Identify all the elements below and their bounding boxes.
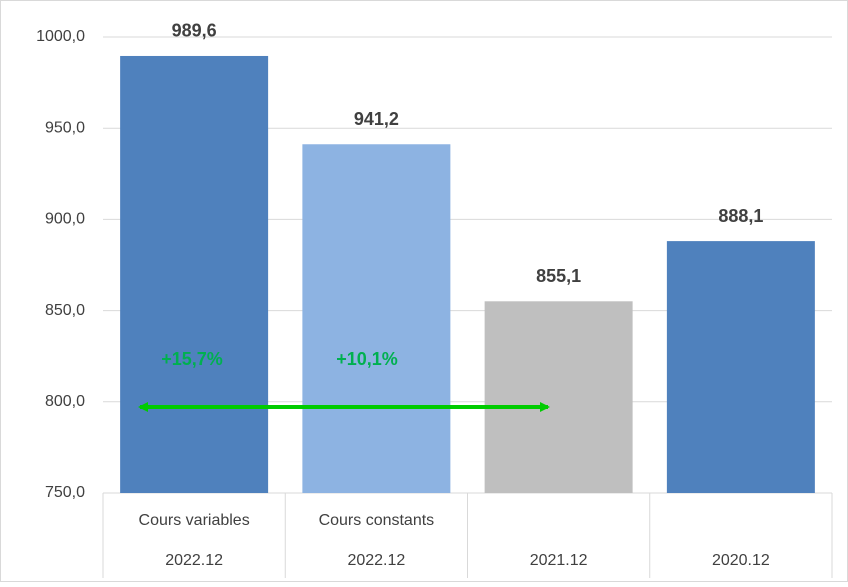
bar [666,241,815,493]
annotation: +15,7% [161,349,223,369]
labels: 750,0 800,0 850,0 900,0 950,0 1000,0 989,6 Cour… [36,21,770,570]
x-tick-label: 2022.12 [347,552,405,569]
bar [302,144,451,493]
value-label: 941,2 [354,109,399,129]
x-tick-label: 2020.12 [712,552,770,569]
value-label: 855,1 [536,266,581,286]
value-label: 888,1 [718,206,763,226]
bar [484,301,633,493]
y-tick-label: 950,0 [45,119,85,136]
annotation: +10,1% [336,349,398,369]
y-tick-label: 850,0 [45,302,85,319]
category-group-label: Cours variables [139,512,250,529]
bars [120,55,815,493]
y-tick-label: 750,0 [45,484,85,501]
category-group-label: Cours constants [319,512,435,529]
x-tick-label: 2021.12 [530,552,588,569]
x-tick-label: 2022.12 [165,552,223,569]
y-tick-label: 800,0 [45,393,85,410]
y-tick-label: 900,0 [45,211,85,228]
value-label: 989,6 [172,21,217,41]
y-tick-label: 1000,0 [36,28,85,45]
bar [120,55,269,493]
